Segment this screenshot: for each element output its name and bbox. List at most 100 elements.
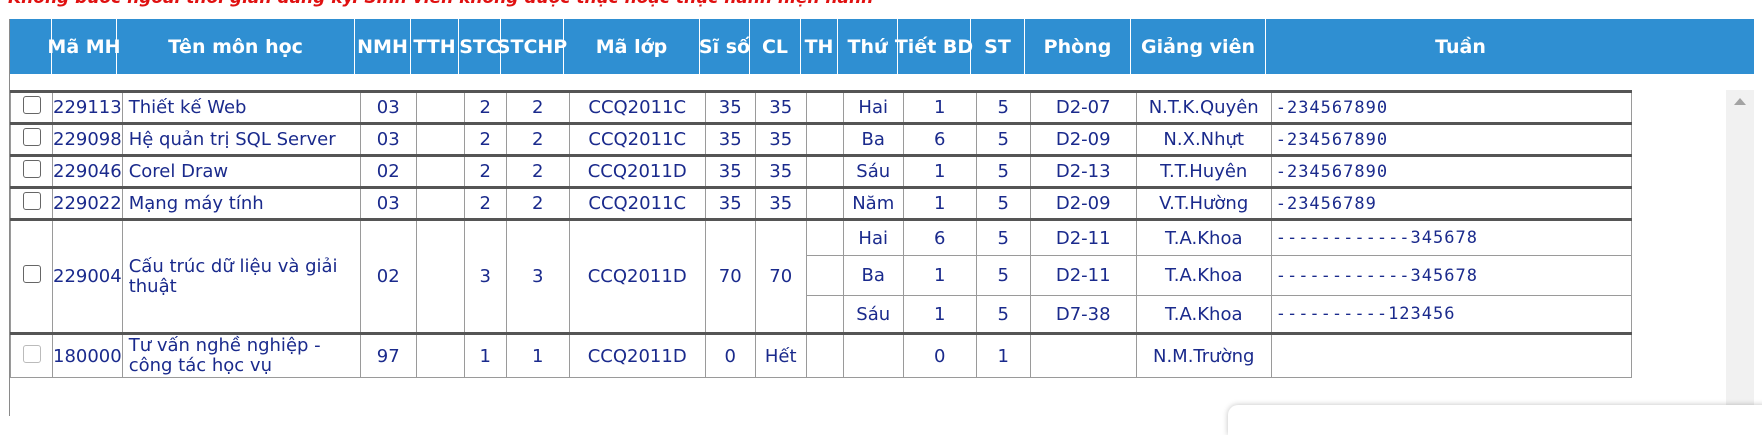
start-period-cell: 1 (902, 295, 977, 334)
cl-cell: Hết (754, 332, 807, 378)
header-day: Thứ (838, 19, 898, 74)
nmh-cell: 02 (359, 218, 417, 334)
class-code-cell: CCQ2011C (568, 90, 706, 124)
th-cell (805, 255, 844, 296)
lecturer-cell: V.T.Hường (1135, 186, 1272, 220)
table-row: 229113 Thiết kế Web 03 2 2 CCQ2011C 35 3… (10, 90, 1632, 124)
start-period-cell: 1 (902, 90, 977, 124)
room-cell: D2-09 (1029, 186, 1137, 220)
start-period-cell: 6 (902, 122, 977, 156)
table-row: 229098 Hệ quản trị SQL Server 03 2 2 CCQ… (10, 122, 1632, 156)
room-cell (1029, 332, 1137, 378)
course-name-cell: Corel Draw (121, 154, 361, 188)
class-code-cell: CCQ2011C (568, 186, 706, 220)
course-code-cell: 229113 (52, 90, 123, 124)
periods-cell: 5 (975, 90, 1031, 124)
row-select-checkbox[interactable] (22, 192, 41, 210)
course-code-cell: 229004 (52, 218, 123, 334)
header-lecturer: Giảng viên (1131, 19, 1266, 74)
course-name-cell: Mạng máy tính (121, 186, 361, 220)
cl-cell: 70 (754, 218, 807, 334)
room-cell: D2-13 (1029, 154, 1137, 188)
th-cell (805, 218, 844, 256)
table-row: 180000 Tư vấn nghề nghiệp - công tác học… (10, 332, 1632, 378)
nmh-cell: 03 (359, 186, 417, 220)
periods-cell: 5 (975, 186, 1031, 220)
start-period-cell: 1 (902, 186, 977, 220)
periods-cell: 5 (975, 218, 1031, 256)
table-row: 229046 Corel Draw 02 2 2 CCQ2011D 35 35 … (10, 154, 1632, 188)
th-cell (805, 122, 844, 156)
day-cell: Ba (842, 255, 904, 296)
cl-cell: 35 (754, 186, 807, 220)
row-select-checkbox[interactable] (22, 160, 41, 178)
weeks-cell (1270, 332, 1632, 378)
header-cl: CL (750, 19, 801, 74)
day-cell: Hai (842, 90, 904, 124)
class-size-cell: 35 (704, 186, 756, 220)
lecturer-cell: T.A.Khoa (1135, 218, 1272, 256)
row-select-checkbox[interactable] (22, 96, 41, 114)
class-code-cell: CCQ2011D (568, 154, 706, 188)
notice-banner: Không bước ngoài thời gian đăng ký. Sinh… (8, 0, 873, 8)
day-cell: Sáu (842, 154, 904, 188)
stc-cell: 2 (463, 122, 507, 156)
class-size-cell: 70 (704, 218, 756, 334)
course-name-cell: Tư vấn nghề nghiệp - công tác học vụ (121, 332, 361, 378)
day-cell (842, 332, 904, 378)
scroll-up-arrow-icon[interactable] (1734, 98, 1746, 105)
vertical-scrollbar[interactable] (1726, 90, 1754, 416)
start-period-cell: 0 (902, 332, 977, 378)
stchp-cell: 2 (505, 154, 570, 188)
weeks-cell: -234567890 (1270, 122, 1632, 156)
nmh-cell: 03 (359, 122, 417, 156)
tth-cell (415, 90, 465, 124)
cl-cell: 35 (754, 90, 807, 124)
stchp-cell: 2 (505, 186, 570, 220)
class-size-cell: 35 (704, 154, 756, 188)
class-code-cell: CCQ2011D (568, 218, 706, 334)
day-cell: Hai (842, 218, 904, 256)
room-cell: D2-11 (1029, 218, 1137, 256)
course-name-cell: Thiết kế Web (121, 90, 361, 124)
stc-cell: 2 (463, 90, 507, 124)
stchp-cell: 2 (505, 122, 570, 156)
header-periods: ST (971, 19, 1025, 74)
nmh-cell: 97 (359, 332, 417, 378)
lecturer-cell: N.T.K.Quyên (1135, 90, 1272, 124)
weeks-cell: ------------345678 (1270, 255, 1632, 296)
weeks-cell: -23456789 (1270, 186, 1632, 220)
start-period-cell: 6 (902, 218, 977, 256)
room-cell: D2-09 (1029, 122, 1137, 156)
class-size-cell: 35 (704, 90, 756, 124)
stchp-cell: 1 (505, 332, 570, 378)
nmh-cell: 03 (359, 90, 417, 124)
header-th: TH (801, 19, 838, 74)
periods-cell: 5 (975, 122, 1031, 156)
course-code-cell: 180000 (52, 332, 123, 378)
stchp-cell: 3 (505, 218, 570, 334)
overlay-panel-edge (1228, 405, 1762, 435)
th-cell (805, 332, 844, 378)
day-cell: Năm (842, 186, 904, 220)
periods-cell: 5 (975, 154, 1031, 188)
stc-cell: 2 (463, 186, 507, 220)
periods-cell: 1 (975, 332, 1031, 378)
row-select-checkbox-disabled (22, 344, 41, 363)
lecturer-cell: N.X.Nhựt (1135, 122, 1272, 156)
lecturer-cell: T.A.Khoa (1135, 295, 1272, 334)
stc-cell: 2 (463, 154, 507, 188)
room-cell: D2-07 (1029, 90, 1137, 124)
lecturer-cell: T.A.Khoa (1135, 255, 1272, 296)
header-start-period: Tiết BD (895, 19, 973, 74)
course-name-cell: Hệ quản trị SQL Server (121, 122, 361, 156)
cl-cell: 35 (754, 154, 807, 188)
room-cell: D7-38 (1029, 295, 1137, 334)
th-cell (805, 154, 844, 188)
header-stchp: STCHP (497, 19, 567, 74)
row-select-checkbox[interactable] (22, 128, 41, 146)
periods-cell: 5 (975, 255, 1031, 296)
tth-cell (415, 332, 465, 378)
course-name-cell: Cấu trúc dữ liệu và giải thuật (121, 218, 361, 334)
row-select-checkbox[interactable] (22, 265, 41, 283)
